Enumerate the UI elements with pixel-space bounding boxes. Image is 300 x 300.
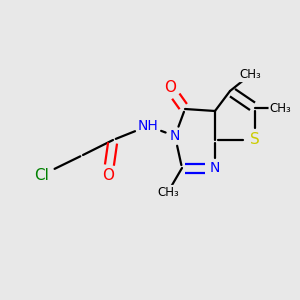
Text: O: O (102, 167, 114, 182)
Text: N: N (170, 129, 180, 143)
Text: N: N (210, 161, 220, 175)
Text: CH₃: CH₃ (269, 101, 291, 115)
Text: CH₃: CH₃ (239, 68, 261, 82)
Text: S: S (250, 133, 260, 148)
Text: CH₃: CH₃ (157, 185, 179, 199)
Text: Cl: Cl (34, 167, 50, 182)
Text: O: O (164, 80, 176, 95)
Text: NH: NH (138, 119, 158, 133)
